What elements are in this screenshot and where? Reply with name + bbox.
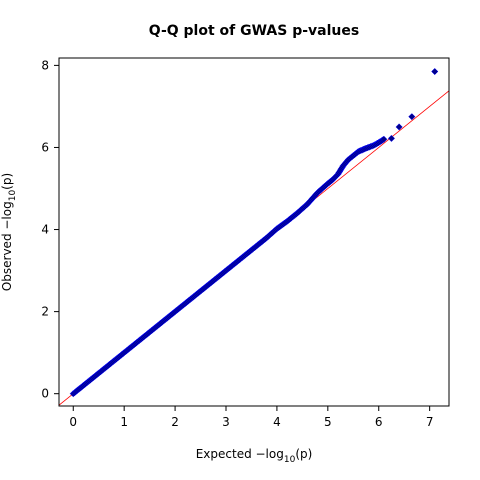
y-axis-label: Observed −log10(p) xyxy=(0,173,18,291)
x-tick-label: 6 xyxy=(375,415,383,429)
data-points xyxy=(69,67,439,398)
y-axis: 0 2 4 6 8 xyxy=(41,58,59,401)
x-axis: 0 1 2 3 4 5 6 7 xyxy=(69,406,433,429)
data-point xyxy=(408,113,416,121)
plot-area xyxy=(58,57,450,407)
y-tick-label: 4 xyxy=(41,223,49,237)
y-tick-label: 0 xyxy=(41,387,49,401)
y-tick-label: 8 xyxy=(41,58,49,72)
x-tick-label: 0 xyxy=(69,415,77,429)
x-tick-label: 4 xyxy=(273,415,281,429)
x-tick-label: 5 xyxy=(324,415,332,429)
data-point xyxy=(387,134,396,142)
x-tick-label: 3 xyxy=(222,415,230,429)
data-point xyxy=(380,135,388,143)
y-tick-label: 6 xyxy=(41,140,49,154)
chart-title: Q-Q plot of GWAS p-values xyxy=(149,23,359,39)
plot-frame xyxy=(58,57,450,407)
x-tick-label: 1 xyxy=(120,415,128,429)
y-tick-label: 2 xyxy=(41,305,49,319)
data-point xyxy=(431,67,439,76)
data-point xyxy=(395,123,403,131)
x-tick-label: 7 xyxy=(426,415,434,429)
x-axis-label: Expected −log10(p) xyxy=(196,447,313,465)
x-tick-label: 2 xyxy=(171,415,179,429)
